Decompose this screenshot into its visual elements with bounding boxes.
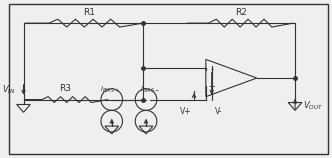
- Text: R3: R3: [59, 84, 71, 93]
- Text: $V_{IN}$: $V_{IN}$: [2, 84, 16, 96]
- Text: $I_{BIAS+}$: $I_{BIAS+}$: [100, 85, 120, 95]
- Text: +: +: [208, 82, 215, 91]
- Text: $V_{OUT}$: $V_{OUT}$: [303, 99, 323, 112]
- Text: R2: R2: [235, 8, 247, 17]
- Text: R1: R1: [83, 8, 95, 17]
- Text: V+: V+: [180, 107, 191, 116]
- Text: V-: V-: [215, 107, 222, 116]
- Text: $I_{BIAS-}$: $I_{BIAS-}$: [140, 85, 160, 95]
- Text: -: -: [210, 65, 213, 74]
